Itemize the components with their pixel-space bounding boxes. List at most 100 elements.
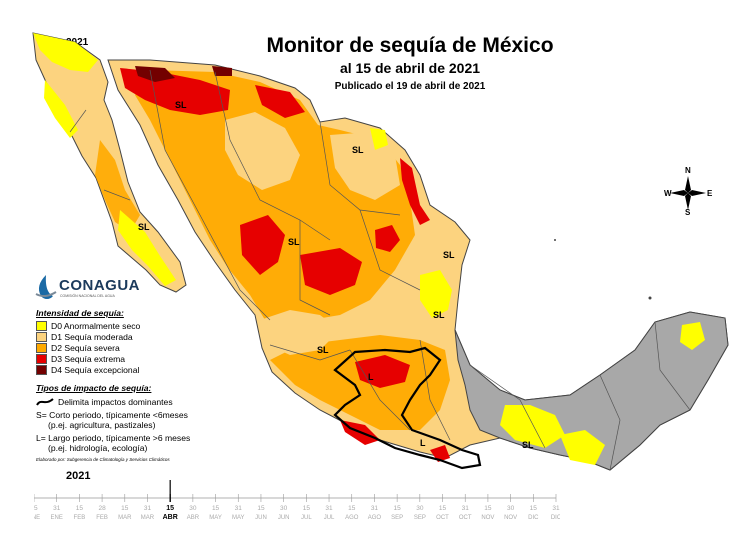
timeline-month-label: SEP bbox=[414, 515, 426, 521]
legend-intensity-header: Intensidad de sequía: bbox=[36, 308, 124, 318]
d3-durango bbox=[240, 215, 285, 275]
timeline-day-label: 15 bbox=[121, 505, 129, 512]
timeline-day-label: 15 bbox=[257, 505, 265, 512]
legend-level-label: D0 Anormalmente seco bbox=[51, 320, 141, 331]
timeline-month-label: MAR bbox=[118, 515, 132, 521]
legend-level-label: D3 Sequía extrema bbox=[51, 353, 126, 364]
legend-level-label: D2 Sequía severa bbox=[51, 342, 120, 353]
timeline-month-label: DIC bbox=[551, 515, 560, 521]
timeline-month-label: ABR bbox=[163, 514, 178, 521]
timeline-month-label: NOV bbox=[504, 515, 517, 521]
legend-short-term-1: S= Corto periodo, típicamente <6meses bbox=[36, 410, 188, 420]
timeline-day-label: 15 bbox=[348, 505, 356, 512]
d2-baja bbox=[95, 140, 140, 232]
legend-level-label: D4 Sequía excepcional bbox=[51, 364, 140, 375]
timeline-month-label: FEB bbox=[74, 515, 86, 521]
timeline-month-label: OCT bbox=[436, 515, 449, 521]
timeline-month-label: ABR bbox=[187, 515, 200, 521]
timeline-month-label: SEP bbox=[391, 515, 403, 521]
timeline-day-label: 15 bbox=[439, 505, 447, 512]
timeline-day-label: 15 bbox=[212, 505, 220, 512]
conagua-logo-icon bbox=[35, 275, 57, 299]
legend-short-term-2: (p.ej. agricultura, pastizales) bbox=[48, 420, 156, 430]
timeline-day-label: 28 bbox=[98, 505, 106, 512]
legend-impact-line-row: Delimita impactos dominantes bbox=[36, 396, 236, 407]
d0-baja-north bbox=[33, 33, 98, 72]
map-title: Monitor de sequía de México bbox=[266, 34, 554, 57]
logo-subtext: COMISIÓN NACIONAL DEL AGUA bbox=[60, 294, 115, 298]
timeline-month-label: MAY bbox=[209, 515, 222, 521]
d1-coahuila bbox=[330, 132, 400, 200]
compass-star-icon bbox=[670, 176, 706, 210]
legend-level-label: D1 Sequía moderada bbox=[51, 331, 133, 342]
compass-s: S bbox=[685, 208, 691, 217]
state-borders bbox=[69, 69, 691, 471]
d0-baja-south bbox=[118, 210, 176, 286]
d0-yucatan bbox=[680, 322, 705, 350]
d3-tamaulipas bbox=[400, 158, 430, 225]
timeline-day-label: 15 bbox=[76, 505, 84, 512]
corner-year: 2021 bbox=[66, 37, 89, 48]
legend-swatch bbox=[36, 364, 47, 375]
legend-credit: Elaborado por: Subgerencia de Climatolog… bbox=[36, 457, 170, 462]
timeline-month-label: JUN bbox=[255, 515, 267, 521]
d3-sonora bbox=[120, 68, 230, 115]
legend-level-d0: D0 Anormalmente seco bbox=[36, 320, 236, 331]
legend-level-d4: D4 Sequía excepcional bbox=[36, 364, 236, 375]
timeline-month-label: OCT bbox=[459, 515, 472, 521]
timeline-month-label: FEB bbox=[96, 515, 108, 521]
timeline-month-label: AGO bbox=[368, 515, 382, 521]
d3-coahuila bbox=[375, 225, 400, 252]
map-label-michoacan: L bbox=[368, 372, 374, 382]
timeline-day-label: 31 bbox=[371, 505, 379, 512]
legend-impact-line: Delimita impactos dominantes bbox=[58, 396, 173, 407]
map-subtitle: al 15 de abril de 2021 bbox=[339, 60, 481, 76]
legend-swatch bbox=[36, 320, 47, 331]
logo-brand: CONAGUA bbox=[59, 277, 140, 294]
compass-e: E bbox=[707, 189, 713, 198]
timeline-day-label: 31 bbox=[325, 505, 333, 512]
timeline-day-label: 30 bbox=[507, 505, 515, 512]
timeline-day-label: 15 bbox=[166, 505, 174, 512]
legend-swatch bbox=[36, 331, 47, 342]
timeline-day-label: 31 bbox=[462, 505, 470, 512]
map-label-jalisco: SL bbox=[317, 345, 329, 355]
compass-n: N bbox=[685, 166, 691, 175]
timeline-month-label: JUL bbox=[301, 515, 312, 521]
legend: Intensidad de sequía: D0 Anormalmente se… bbox=[36, 308, 236, 462]
d3-zacatecas bbox=[300, 248, 362, 295]
map-label-durango: SL bbox=[288, 237, 300, 247]
map-label-chiapas: SL bbox=[522, 440, 534, 450]
d0-southeast bbox=[500, 405, 565, 448]
legend-swatch bbox=[36, 353, 47, 364]
legend-level-d2: D2 Sequía severa bbox=[36, 342, 236, 353]
timeline-month-label: NOV bbox=[481, 515, 494, 521]
timeline-day-label: 31 bbox=[53, 505, 61, 512]
legend-swatch bbox=[36, 342, 47, 353]
d0-baja-mid bbox=[44, 80, 78, 138]
d3-oaxaca bbox=[430, 445, 450, 462]
timeline-day-label: 31 bbox=[235, 505, 243, 512]
timeline: 2021 15 ENE 31 ENE 15 FEB 28 FEB 15 MAR 31 MAR 15 ABR… bbox=[34, 470, 560, 530]
timeline-day-label: 31 bbox=[552, 505, 560, 512]
timeline-year: 2021 bbox=[66, 470, 91, 482]
map-label-sonora: SL bbox=[175, 100, 187, 110]
timeline-month-label: DIC bbox=[528, 515, 539, 521]
timeline-month-label: ENE bbox=[51, 515, 63, 521]
d3-michoacan bbox=[355, 355, 410, 388]
d4-chihuahua bbox=[212, 66, 232, 76]
d0-chiapas bbox=[560, 430, 605, 465]
timeline-month-label: MAY bbox=[232, 515, 245, 521]
d0-sonora-spot bbox=[370, 128, 388, 150]
timeline-day-label: 15 bbox=[484, 505, 492, 512]
legend-level-d1: D1 Sequía moderada bbox=[36, 331, 236, 342]
timeline-day-label: 15 bbox=[530, 505, 538, 512]
timeline-month-label: ENE bbox=[34, 515, 40, 521]
timeline-day-label: 15 bbox=[394, 505, 402, 512]
map-label-tamaulipas: SL bbox=[443, 250, 455, 260]
impact-boundary-line bbox=[333, 346, 482, 470]
map-label-baja-sur: SL bbox=[138, 222, 150, 232]
legend-long-term-2: (p.ej. hidrología, ecología) bbox=[48, 443, 148, 453]
conagua-logo: CONAGUA COMISIÓN NACIONAL DEL AGUA bbox=[33, 272, 163, 302]
